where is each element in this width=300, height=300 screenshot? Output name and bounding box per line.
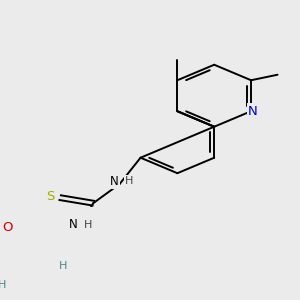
Text: H: H — [125, 176, 134, 186]
Text: S: S — [46, 190, 55, 203]
Text: O: O — [2, 221, 13, 234]
Text: H: H — [84, 220, 93, 230]
Text: N: N — [248, 105, 258, 118]
Text: N: N — [69, 218, 78, 231]
Text: H: H — [0, 280, 7, 290]
Text: N: N — [110, 175, 118, 188]
Text: H: H — [59, 261, 67, 271]
